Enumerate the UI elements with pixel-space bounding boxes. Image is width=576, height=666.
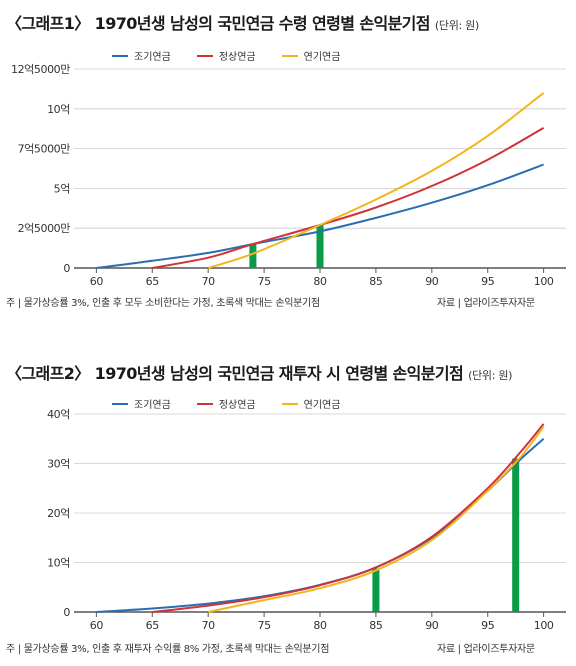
chart-2-title: 〈그래프2〉 1970년생 남성의 국민연금 재투자 시 연령별 손익분기점 (… [6,360,512,384]
chart-1-legend: 조기연금 정상연금 연기연금 [112,48,340,63]
series-line-normal [152,423,545,613]
series-line-early [96,163,544,269]
chart-panel-2: 〈그래프2〉 1970년생 남성의 국민연금 재투자 시 연령별 손익분기점 (… [0,350,576,666]
x-tick-label: 80 [313,619,327,632]
x-tick-label: 70 [202,619,216,632]
x-tick-label: 85 [369,275,383,288]
chart-1-title-main: 〈그래프1〉 1970년생 남성의 국민연금 수령 연령별 손익분기점 [6,14,431,33]
chart-1-legend-item-early: 조기연금 [112,48,171,63]
x-tick-label: 80 [313,275,327,288]
x-tick-label: 75 [257,619,271,632]
legend-swatch-early [112,54,128,57]
y-tick-label: 5억 [54,182,70,195]
breakeven-bar [249,244,257,268]
chart-1-title: 〈그래프1〉 1970년생 남성의 국민연금 수령 연령별 손익분기점 (단위:… [6,10,479,34]
chart-1-legend-item-normal: 정상연금 [196,48,256,63]
x-tick-label: 90 [425,275,439,288]
x-tick-label: 70 [202,275,216,288]
chart-2-footnote: 주 | 물가상승률 3%, 인출 후 재투자 수익률 8% 가정, 초록색 막대… [6,644,330,655]
chart-1-legend-label-early: 조기연금 [134,52,171,63]
x-tick-label: 95 [481,275,495,288]
x-tick-label: 60 [90,275,104,288]
chart-panel-1: 〈그래프1〉 1970년생 남성의 국민연금 수령 연령별 손익분기점 (단위:… [0,0,576,320]
breakeven-bar [316,225,324,268]
chart-2-source: 자료 | 업라이즈투자자문 [437,644,535,655]
y-tick-label: 20억 [47,507,70,520]
legend-swatch-normal [196,402,213,405]
legend-swatch-normal [196,54,213,57]
chart-2-legend-label-normal: 정상연금 [218,400,256,411]
x-tick-label: 60 [90,619,104,632]
series-line-normal [152,127,545,269]
chart-1-title-unit: (단위: 원) [434,19,479,32]
x-tick-label: 75 [257,275,271,288]
x-tick-label: 90 [425,619,439,632]
y-tick-label: 0 [63,606,70,619]
y-tick-label: 0 [63,262,70,275]
chart-1-legend-label-normal: 정상연금 [218,52,256,63]
chart-1-legend-item-deferred: 연기연금 [281,48,341,63]
chart-1-legend-label-deferred: 연기연금 [303,52,341,63]
x-tick-label: 100 [534,275,554,288]
x-tick-label: 95 [481,619,495,632]
chart-2-title-unit: (단위: 원) [468,369,513,382]
chart-1-plot: 0 2억5000만 5억 7억5000만 10억 12억5000만 60 65 70 75 80 85… [11,63,566,288]
y-tick-label: 40억 [47,408,70,421]
y-tick-label: 10억 [47,557,70,570]
chart-2-title-main: 〈그래프2〉 1970년생 남성의 국민연금 재투자 시 연령별 손익분기점 [6,364,464,383]
series-line-deferred [207,425,545,613]
chart-2-legend-label-deferred: 연기연금 [303,400,341,411]
y-tick-label: 10억 [47,103,70,116]
breakeven-bar [372,568,380,612]
chart-1-source: 자료 | 업라이즈투자자문 [437,298,535,309]
chart-1-footnote: 주 | 물가상승률 3%, 인출 후 모두 소비한다는 가정, 초록색 막대는 … [6,298,320,309]
x-tick-label: 65 [146,275,160,288]
legend-swatch-deferred [281,54,298,57]
y-tick-label: 12억5000만 [11,63,70,76]
chart-2-legend-label-early: 조기연금 [134,400,171,411]
x-tick-label: 85 [369,619,383,632]
chart-2-legend-item-normal: 정상연금 [196,396,256,411]
y-tick-label: 2억5000만 [18,222,71,235]
y-tick-label: 7억5000만 [18,143,71,156]
chart-2-legend-item-deferred: 연기연금 [281,396,341,411]
x-tick-label: 100 [534,619,554,632]
y-tick-label: 30억 [47,458,70,471]
chart-2-plot: 0 10억 20억 30억 40억 60 65 70 75 80 85 90 95 100 [47,408,566,632]
chart-2-legend: 조기연금 정상연금 연기연금 [112,396,340,411]
chart-2-legend-item-early: 조기연금 [112,396,171,411]
series-line-deferred [207,92,545,269]
breakeven-bar [512,458,520,612]
legend-swatch-deferred [281,402,298,405]
legend-swatch-early [112,402,128,405]
x-tick-label: 65 [146,619,160,632]
